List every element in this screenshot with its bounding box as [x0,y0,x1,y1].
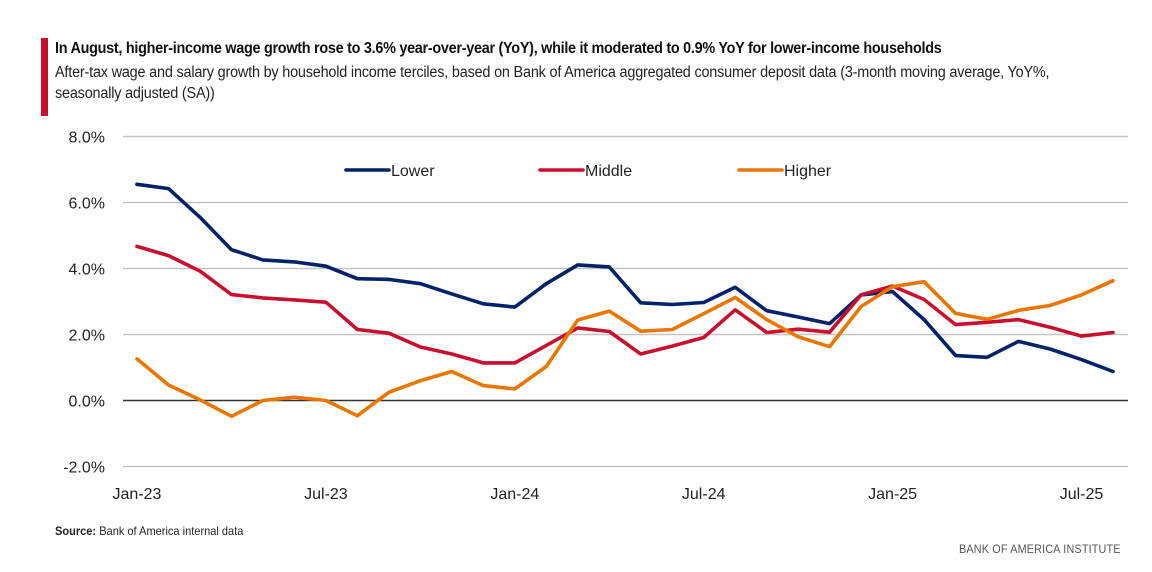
x-tick-label: Jan-25 [868,486,917,503]
series-lines [135,182,1115,419]
y-tick-label: 6.0% [69,196,105,213]
y-axis-tick-labels: -2.0% 0.0% 2.0% 4.0% 6.0% 8.0% [63,130,105,477]
x-tick-label: Jan-23 [113,486,162,503]
title-accent-bar [41,38,48,116]
y-tick-label: 2.0% [69,328,105,345]
y-tick-label: 8.0% [69,130,105,147]
chart-title: In August, higher-income wage growth ros… [55,40,942,57]
series-line-higher [135,278,1115,419]
legend-label-higher: Higher [784,163,832,180]
source-note: Source: Bank of America internal data [55,524,243,538]
y-tick-label: 0.0% [69,394,105,411]
source-text: Bank of America internal data [99,524,244,538]
x-tick-label: Jan-24 [490,486,539,503]
y-tick-label: -2.0% [63,460,105,477]
x-axis-tick-labels: Jan-23 Jul-23 Jan-24 Jul-24 Jan-25 Jul-25 [113,486,1104,503]
gridlines [123,135,1128,468]
x-tick-label: Jul-25 [1060,486,1104,503]
x-tick-label: Jul-23 [304,486,348,503]
source-label: Source: [55,524,97,538]
brand-wordmark: BANK OF AMERICA INSTITUTE [959,542,1121,556]
x-tick-label: Jul-24 [682,486,726,503]
legend-label-middle: Middle [585,163,632,180]
chart-subtitle: After-tax wage and salary growth by hous… [55,64,1050,102]
series-line-middle [135,244,1115,365]
series-line-lower [135,182,1115,374]
legend: Lower Middle Higher [344,163,832,180]
legend-label-lower: Lower [391,163,435,180]
y-tick-label: 4.0% [69,262,105,279]
